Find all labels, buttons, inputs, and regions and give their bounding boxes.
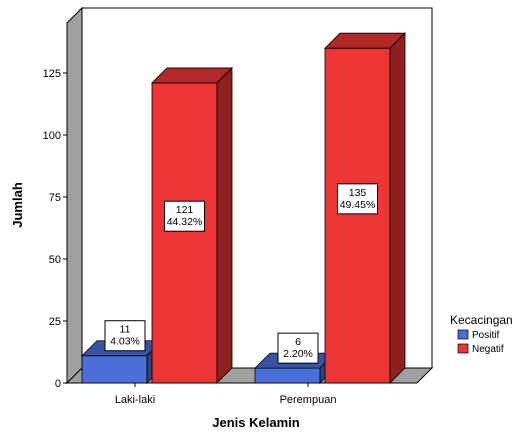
- data-label-value: 11: [120, 324, 131, 336]
- data-label-value: 121: [176, 204, 194, 216]
- x-tick-label: Perempuan: [280, 394, 337, 406]
- bar-front: [254, 367, 321, 384]
- data-label-box: [337, 183, 378, 215]
- data-label-positif-0: 114.03%: [104, 320, 146, 352]
- left-wall: [66, 6, 83, 385]
- bar-negatif-1: [324, 32, 406, 384]
- legend-label-negatif: Negatif: [472, 344, 504, 355]
- y-tick-label: 50: [49, 254, 61, 266]
- bar-side: [216, 66, 233, 384]
- legend-swatch-negatif: [457, 343, 469, 354]
- data-label-percent: 2.20%: [283, 348, 313, 360]
- data-label-box: [277, 332, 319, 364]
- y-tick-label: 0: [55, 378, 61, 390]
- data-label-percent: 44.32%: [167, 216, 203, 228]
- y-tick-label: 100: [43, 130, 61, 142]
- legend-swatch-positif: [457, 329, 469, 340]
- x-axis-title: Jenis Kelamin: [212, 415, 299, 430]
- x-axis: Laki-laki Perempuan: [115, 383, 337, 406]
- data-label-percent: 4.03%: [110, 336, 140, 348]
- bars: [81, 32, 406, 384]
- bar-side: [389, 32, 406, 384]
- y-tick-label: 75: [49, 192, 61, 204]
- data-label-box: [104, 320, 146, 352]
- legend-title: Kecacingan: [450, 313, 513, 327]
- y-tick-label: 125: [43, 68, 61, 80]
- y-tick-label: 25: [49, 316, 61, 328]
- bar-negatif-0: [151, 66, 233, 384]
- legend-label-positif: Positif: [472, 330, 499, 341]
- y-axis-title: Jumlah: [10, 182, 25, 228]
- bar-front: [81, 355, 148, 384]
- data-label-box: [164, 200, 205, 232]
- y-axis: 0 25 50 75 100 125: [43, 23, 68, 390]
- data-label-positif-1: 62.20%: [277, 332, 319, 364]
- data-label-value: 135: [349, 187, 367, 199]
- legend: Kecacingan Positif Negatif: [450, 313, 513, 355]
- data-label-value: 6: [295, 336, 301, 348]
- bar-front: [324, 47, 391, 384]
- bar-front: [151, 82, 218, 384]
- data-label-percent: 49.45%: [340, 199, 376, 211]
- x-tick-label: Laki-laki: [115, 394, 155, 406]
